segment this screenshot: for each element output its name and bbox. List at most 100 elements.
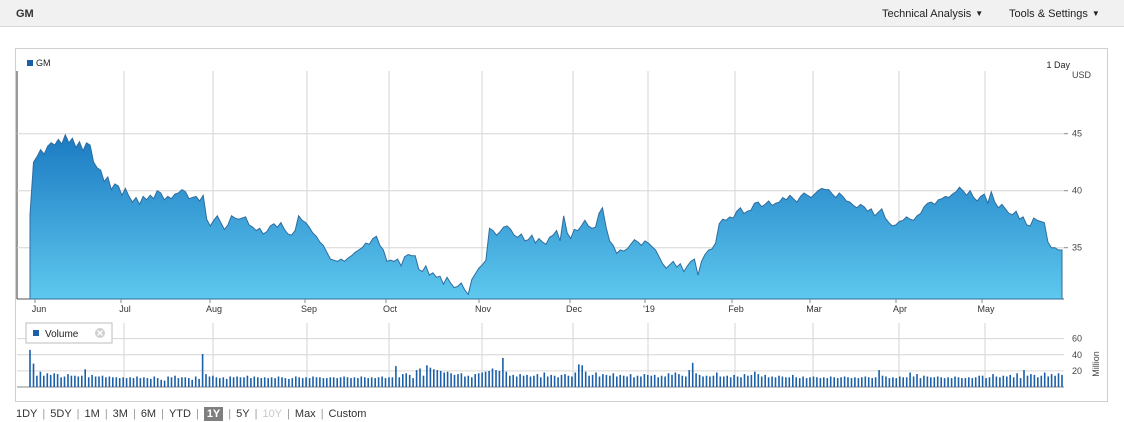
volume-bar <box>916 374 918 387</box>
volume-bar <box>450 373 452 387</box>
volume-bar <box>595 372 597 387</box>
volume-bar <box>664 376 666 387</box>
volume-bar <box>198 378 200 387</box>
volume-bar <box>402 374 404 387</box>
volume-bar <box>709 376 711 387</box>
volume-y-tick-label: 40 <box>1072 350 1082 360</box>
volume-bar <box>795 377 797 387</box>
volume-bar <box>553 375 556 387</box>
volume-bar <box>87 377 90 387</box>
range-separator: | <box>254 408 258 420</box>
volume-bar <box>816 377 818 387</box>
price-legend[interactable]: GM <box>27 58 51 68</box>
volume-bar <box>771 376 773 387</box>
volume-bar <box>181 377 183 387</box>
range-option-max[interactable]: Max <box>294 408 316 420</box>
volume-bar <box>940 377 942 387</box>
currency-label: USD <box>1072 70 1092 80</box>
volume-bar <box>864 376 867 387</box>
tools-settings-label: Tools & Settings <box>1009 8 1088 20</box>
volume-bar <box>415 370 418 387</box>
volume-bar <box>136 376 138 387</box>
volume-bar <box>219 378 221 387</box>
volume-bar <box>702 376 704 387</box>
volume-bars[interactable] <box>29 349 1063 388</box>
volume-bar <box>446 371 449 387</box>
technical-analysis-label: Technical Analysis <box>882 8 972 20</box>
interval-label[interactable]: 1 Day <box>1046 60 1070 70</box>
volume-bar <box>688 370 690 387</box>
range-separator: | <box>104 408 108 420</box>
volume-bar <box>453 374 456 387</box>
volume-bar <box>381 376 383 387</box>
x-tick-label: Jul <box>119 304 131 314</box>
volume-bar <box>46 373 49 387</box>
close-icon[interactable] <box>95 328 105 338</box>
range-option-3m[interactable]: 3M <box>112 408 128 420</box>
volume-bar <box>184 377 187 387</box>
range-option-6m[interactable]: 6M <box>140 408 157 420</box>
x-tick-label: Aug <box>206 304 222 314</box>
volume-bar <box>968 377 970 387</box>
range-option-5dy[interactable]: 5DY <box>50 408 72 420</box>
volume-bar <box>1030 374 1032 387</box>
volume-bar <box>153 376 156 387</box>
x-tick-label: Nov <box>475 304 492 314</box>
volume-bar <box>881 375 884 387</box>
volume-bar <box>836 378 839 387</box>
range-option-1m[interactable]: 1M <box>84 408 100 420</box>
volume-bar <box>436 370 439 387</box>
volume-bar <box>1057 373 1060 387</box>
volume-bar <box>32 363 35 387</box>
volume-bar <box>536 374 539 387</box>
volume-bar <box>609 375 611 387</box>
volume-bar <box>733 374 735 387</box>
volume-bar <box>260 378 263 387</box>
volume-bar <box>274 378 276 387</box>
range-option-custom[interactable]: Custom <box>328 408 367 420</box>
volume-bar <box>298 377 300 387</box>
range-option-5y[interactable]: 5Y <box>236 408 250 420</box>
volume-bar <box>125 378 128 387</box>
volume-bar <box>281 377 283 387</box>
volume-bar <box>70 375 73 387</box>
volume-bar <box>1050 374 1053 387</box>
volume-bar <box>177 378 180 387</box>
volume-bar <box>498 370 501 387</box>
range-option-ytd[interactable]: YTD <box>168 408 191 420</box>
volume-bar <box>433 369 435 387</box>
volume-bar <box>332 377 335 387</box>
volume-bar <box>598 376 601 387</box>
volume-bar <box>999 377 1001 387</box>
technical-analysis-menu[interactable]: Technical Analysis ▼ <box>882 8 983 20</box>
volume-bar <box>723 376 725 387</box>
volume-bar <box>229 376 231 387</box>
volume-bar <box>912 376 915 387</box>
volume-bar <box>263 377 266 387</box>
volume-bar <box>160 379 162 388</box>
volume-legend[interactable]: Volume <box>25 322 113 344</box>
range-option-1y[interactable]: 1Y <box>203 407 224 421</box>
volume-bar <box>995 376 998 387</box>
range-separator: | <box>42 408 46 420</box>
range-option-1dy[interactable]: 1DY <box>16 408 38 420</box>
volume-bar <box>978 375 980 387</box>
volume-bar <box>222 377 225 387</box>
tools-settings-menu[interactable]: Tools & Settings ▼ <box>1009 8 1100 20</box>
volume-bar <box>1016 373 1018 387</box>
price-area[interactable] <box>29 133 1063 300</box>
volume-bar <box>357 378 359 387</box>
x-tick-label: Feb <box>728 304 744 314</box>
volume-bar <box>277 376 280 387</box>
volume-bar <box>250 378 252 387</box>
volume-bar <box>691 362 694 387</box>
volume-bar <box>326 378 328 387</box>
volume-bar <box>457 374 459 387</box>
volume-bar <box>284 378 287 387</box>
volume-bar <box>477 373 480 387</box>
volume-bar <box>426 365 428 388</box>
volume-bar <box>129 377 131 387</box>
volume-bar <box>781 376 784 387</box>
stock-chart[interactable]: 45 40 35 Jun Jul Aug Sep Oct Nov Dec '19 Feb Mar Apr… <box>16 49 1107 401</box>
volume-bar <box>163 380 166 387</box>
